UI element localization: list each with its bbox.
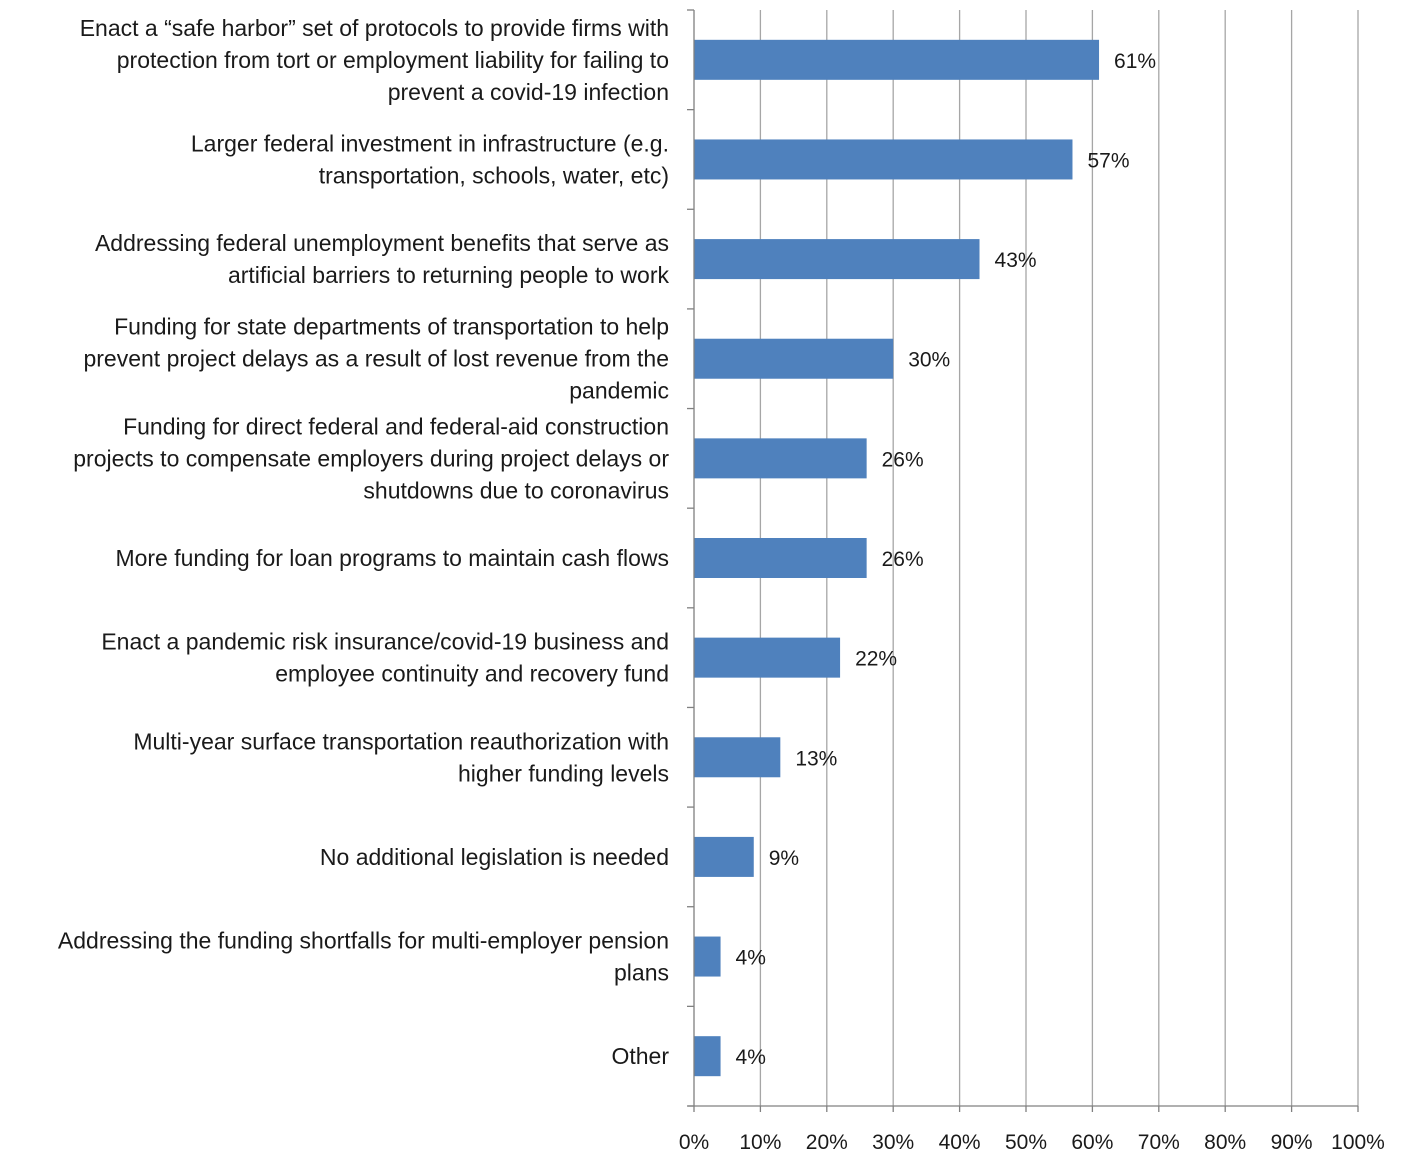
x-tick-label: 10% xyxy=(739,1131,781,1154)
category-label: More funding for loan programs to mainta… xyxy=(115,545,669,571)
bar xyxy=(694,39,1100,80)
labels: 0% 10% 20% 30% 40% 50% 60% 70% 80% 90% 100% 61% Enac… xyxy=(58,15,1385,1154)
category-label: Addressing federal unemployment benefits… xyxy=(95,230,670,288)
x-tick-label: 20% xyxy=(806,1131,848,1154)
category-label-line: pandemic xyxy=(569,378,669,404)
category-label-line: Addressing federal unemployment benefits… xyxy=(95,230,669,256)
bar xyxy=(694,1036,721,1077)
bar xyxy=(694,936,721,977)
x-tick-label: 60% xyxy=(1071,1131,1113,1154)
bar xyxy=(694,538,867,578)
category-label-line: No additional legislation is needed xyxy=(320,844,669,870)
category-label-line: Larger federal investment in infrastruct… xyxy=(191,130,669,156)
category-label-line: Other xyxy=(611,1043,669,1069)
category-label-line: artificial barriers to returning people … xyxy=(228,262,670,288)
value-label: 61% xyxy=(1114,50,1156,73)
value-label: 26% xyxy=(882,548,924,571)
category-label-line: employee continuity and recovery fund xyxy=(275,661,669,687)
bar xyxy=(694,239,980,280)
x-tick-label: 100% xyxy=(1331,1131,1385,1154)
value-label: 4% xyxy=(736,1046,766,1069)
category-label-line: projects to compensate employers during … xyxy=(73,445,669,471)
category-label: Enact a pandemic risk insurance/covid-19… xyxy=(101,629,669,687)
bar xyxy=(694,438,867,479)
bar xyxy=(694,338,894,379)
category-label-line: transportation, schools, water, etc) xyxy=(319,162,669,188)
bar xyxy=(694,836,754,877)
category-label: No additional legislation is needed xyxy=(320,844,669,870)
axes xyxy=(687,9,1359,1112)
category-label-line: Addressing the funding shortfalls for mu… xyxy=(58,928,669,954)
category-label-line: Enact a “safe harbor” set of protocols t… xyxy=(80,15,669,41)
category-label-line: prevent a covid-19 infection xyxy=(388,79,669,105)
x-tick-label: 40% xyxy=(939,1131,981,1154)
x-tick-label: 70% xyxy=(1138,1131,1180,1154)
x-tick-label: 30% xyxy=(872,1131,914,1154)
value-label: 9% xyxy=(769,847,799,870)
category-label-line: Funding for direct federal and federal-a… xyxy=(123,413,669,439)
x-tick-label: 90% xyxy=(1271,1131,1313,1154)
value-label: 13% xyxy=(795,747,837,770)
bar xyxy=(694,139,1073,180)
bars xyxy=(694,39,1100,1077)
value-label: 4% xyxy=(736,947,766,970)
category-label: Funding for direct federal and federal-a… xyxy=(73,413,669,503)
category-label: Funding for state departments of transpo… xyxy=(83,314,669,404)
category-label-line: prevent project delays as a result of lo… xyxy=(83,346,669,372)
category-label-line: Funding for state departments of transpo… xyxy=(114,314,669,340)
gridlines xyxy=(759,10,1359,1106)
value-label: 30% xyxy=(908,349,950,372)
value-label: 43% xyxy=(995,249,1037,272)
bar xyxy=(694,737,781,778)
category-label: Enact a “safe harbor” set of protocols t… xyxy=(80,15,669,105)
x-tick-label: 50% xyxy=(1005,1131,1047,1154)
value-label: 26% xyxy=(882,448,924,471)
category-label: Multi-year surface transportation reauth… xyxy=(133,728,669,786)
value-label: 57% xyxy=(1087,149,1129,172)
category-label-line: Enact a pandemic risk insurance/covid-19… xyxy=(101,629,669,655)
category-label-line: More funding for loan programs to mainta… xyxy=(115,545,669,571)
x-tick-label: 80% xyxy=(1204,1131,1246,1154)
category-label-line: shutdowns due to coronavirus xyxy=(363,477,669,503)
x-tick-label: 0% xyxy=(679,1131,709,1154)
value-label: 22% xyxy=(855,648,897,671)
category-label: Other xyxy=(611,1043,669,1069)
category-label: Addressing the funding shortfalls for mu… xyxy=(58,928,669,986)
category-label: Larger federal investment in infrastruct… xyxy=(191,130,669,188)
category-label-line: Multi-year surface transportation reauth… xyxy=(133,728,669,754)
category-label-line: higher funding levels xyxy=(458,760,669,786)
category-label-line: protection from tort or employment liabi… xyxy=(117,47,669,73)
category-label-line: plans xyxy=(614,960,669,986)
bar xyxy=(694,637,841,678)
